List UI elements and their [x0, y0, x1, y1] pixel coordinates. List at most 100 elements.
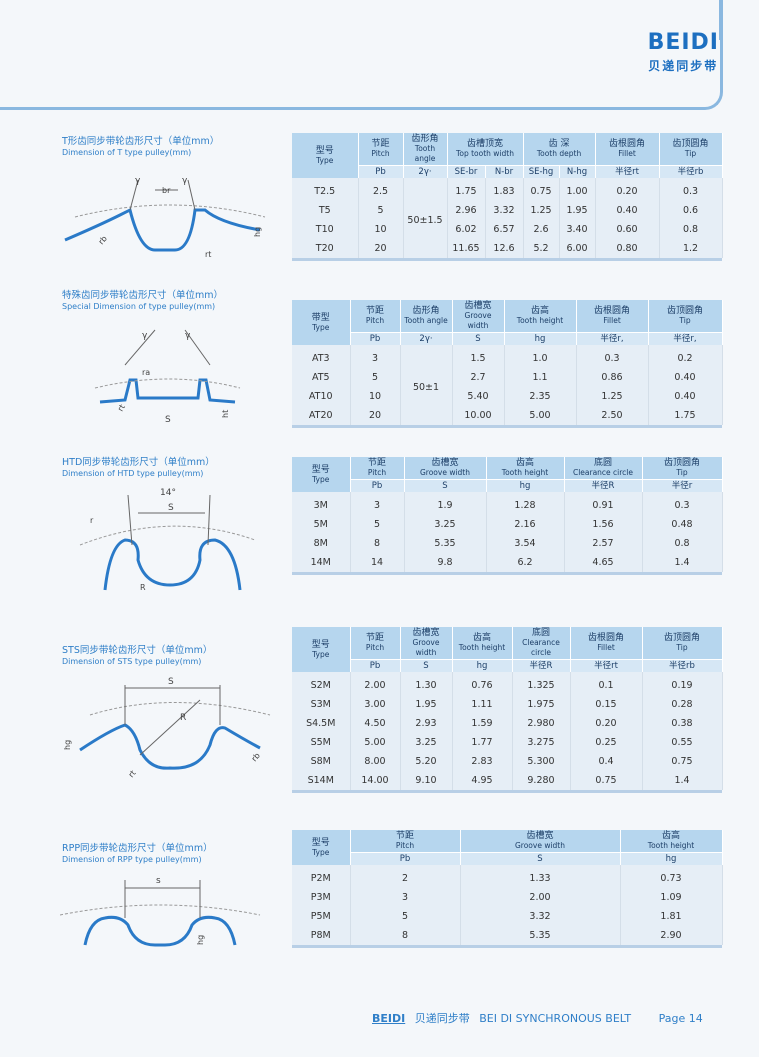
- table-cell: 1.81: [620, 907, 723, 926]
- table-cell: 0.3: [576, 345, 649, 368]
- table-cell: 1.95: [559, 201, 596, 220]
- table-cell: 0.20: [570, 714, 643, 733]
- rpp-header-height: 齿高 Tooth height: [620, 830, 723, 853]
- table-cell: 1.5: [452, 345, 505, 368]
- htd-header-height: 齿高 Tooth height: [486, 457, 565, 480]
- sts-header-type: 型号 Type: [292, 627, 351, 672]
- at-header-fillet: 齿根圆角 Fillet: [576, 300, 649, 333]
- t-header-width: 齿槽顶宽 Top tooth width: [447, 133, 524, 166]
- at-sub-header: 半径r,: [648, 332, 723, 345]
- htd-sub-header: hg: [486, 479, 565, 492]
- t-title-en: Dimension of T type pulley(mm): [62, 148, 192, 157]
- table-cell: 0.8: [659, 220, 723, 239]
- table-row: T5 5 2.96 3.32 1.25 1.95 0.40 0.6: [292, 201, 723, 220]
- table-cell: 1.11: [452, 695, 513, 714]
- at-label-gamma-right: γ: [185, 331, 191, 341]
- table-cell: 2.50: [576, 406, 649, 425]
- table-cell: 2.57: [564, 534, 643, 553]
- sts-sub-header: 半径rt: [570, 659, 643, 672]
- t-label-hg: hg: [253, 227, 262, 237]
- htd-header-type: 型号 Type: [292, 457, 351, 492]
- t-section-title: T形齿同步带轮齿形尺寸（单位mm） Dimension of T type pu…: [62, 136, 219, 158]
- table-cell: 20: [350, 406, 401, 425]
- at-header-pitch: 节距 Pitch: [350, 300, 401, 333]
- htd-sub-header: Pb: [350, 479, 405, 492]
- table-cell: S2M: [292, 672, 351, 695]
- table-row: P8M 8 5.35 2.90: [292, 926, 723, 945]
- table-cell: 3.54: [486, 534, 565, 553]
- table-cell: 0.75: [642, 752, 723, 771]
- rpp-label-s: s: [156, 876, 161, 886]
- t-profile-diagram: γ γ br rb hg rt: [64, 176, 266, 259]
- t-sub-header: SE-hg: [523, 165, 560, 178]
- table-cell: 10: [358, 220, 404, 239]
- sts-sub-header: Pb: [350, 659, 401, 672]
- htd-header-groove: 齿槽宽 Groove width: [404, 457, 487, 480]
- table-cell: 9.280: [512, 771, 571, 790]
- footer-brand-cn: 贝递同步带: [414, 1012, 470, 1025]
- table-row: T20 20 11.65 12.6 5.2 6.00 0.80 1.2: [292, 239, 723, 258]
- table-cell: 10.00: [452, 406, 505, 425]
- table-cell: P8M: [292, 926, 351, 945]
- htd-title-en: Dimension of HTD type pulley(mm): [62, 469, 204, 478]
- table-cell: 1.59: [452, 714, 513, 733]
- htd-header-tip: 齿顶圆角 Tip: [642, 457, 723, 480]
- table-cell: S5M: [292, 733, 351, 752]
- table-cell: 0.40: [595, 201, 660, 220]
- table-row: T10 10 6.02 6.57 2.6 3.40 0.60 0.8: [292, 220, 723, 239]
- htd-sub-header: 半径r: [642, 479, 723, 492]
- table-cell: T2.5: [292, 178, 359, 201]
- t-sub-header: N-br: [485, 165, 524, 178]
- rpp-table: 型号 Type 节距 Pitch 齿槽宽 Groove width 齿高 Tooth h…: [292, 830, 723, 948]
- rpp-title-en: Dimension of RPP type pulley(mm): [62, 855, 202, 864]
- table-cell: 0.91: [564, 492, 643, 515]
- table-cell: 2.7: [452, 368, 505, 387]
- t-label-br: br: [162, 186, 171, 195]
- table-cell: 3: [350, 345, 401, 368]
- page-number: Page 14: [658, 1012, 703, 1025]
- table-cell: P5M: [292, 907, 351, 926]
- htd-label-angle: 14°: [160, 488, 176, 498]
- table-cell: 5.35: [404, 534, 487, 553]
- htd-profile-diagram: 14° S r hg R: [79, 488, 256, 592]
- sts-table: 型号 Type 节距 Pitch 齿槽宽 Groove width 齿高 Tooth h…: [292, 627, 723, 793]
- table-cell: 2.35: [504, 387, 577, 406]
- sts-profile-diagram: S R hg rt rb: [63, 677, 271, 780]
- t-header-depth: 齿 深 Tooth depth: [523, 133, 596, 166]
- table-cell: 1.77: [452, 733, 513, 752]
- t-header-angle: 齿形角 Tooth angle: [403, 133, 448, 166]
- table-row: S14M 14.00 9.10 4.95 9.280 0.75 1.4: [292, 771, 723, 790]
- sts-label-rt: rt: [127, 769, 138, 780]
- table-row: AT10 10 5.40 2.35 1.25 0.40: [292, 387, 723, 406]
- table-cell: 0.76: [452, 672, 513, 695]
- sts-header-fillet: 齿根圆角 Fillet: [570, 627, 643, 660]
- at-sub-header: S: [452, 332, 505, 345]
- sts-sub-header: S: [400, 659, 453, 672]
- table-cell: 4.65: [564, 553, 643, 572]
- table-cell: 0.48: [642, 515, 723, 534]
- htd-header-clearance: 底圆 Clearance circle: [564, 457, 643, 480]
- table-cell: 8: [350, 534, 405, 553]
- table-cell: 1.4: [642, 553, 723, 572]
- rpp-header-pitch: 节距 Pitch: [350, 830, 461, 853]
- t-header-pitch: 节距 Pitch: [358, 133, 404, 166]
- t-label-rb: rb: [97, 234, 109, 246]
- table-cell: 2.6: [523, 220, 560, 239]
- table-row: P2M 2 1.33 0.73: [292, 865, 723, 888]
- brand-name-cn: 贝递同步带: [648, 59, 719, 73]
- table-cell: 5.35: [460, 926, 621, 945]
- table-cell: 14M: [292, 553, 351, 572]
- rpp-label-hg: hg: [196, 935, 205, 945]
- tooth-angle-cell: 50±1.5: [403, 178, 448, 258]
- sts-label-r: R: [180, 713, 186, 723]
- footer-brand-en: BEI DI SYNCHRONOUS BELT: [479, 1012, 632, 1025]
- table-cell: 3.00: [350, 695, 401, 714]
- t-header-fillet: 齿根圆角 Fillet: [595, 133, 660, 166]
- t-sub-header: 半径rb: [659, 165, 723, 178]
- table-cell: 6.02: [447, 220, 486, 239]
- table-cell: 1.25: [576, 387, 649, 406]
- sts-sub-header: 半径rb: [642, 659, 723, 672]
- page-header-frame-edge: [719, 0, 722, 40]
- sts-section-title: STS同步带轮齿形尺寸（单位mm） Dimension of STS type …: [62, 645, 212, 667]
- table-cell: 0.4: [570, 752, 643, 771]
